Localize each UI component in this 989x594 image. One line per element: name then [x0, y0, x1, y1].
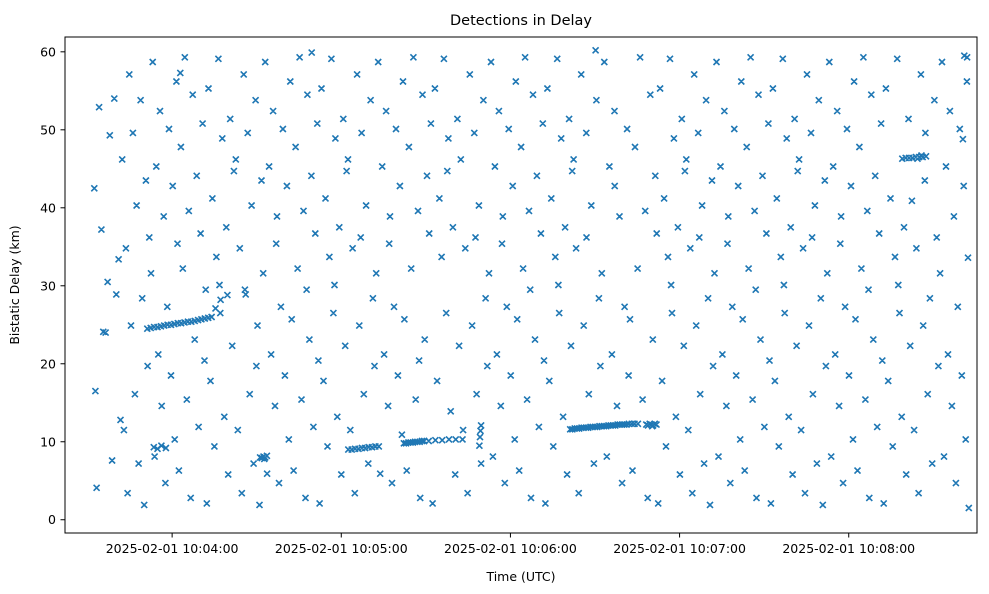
x-tick-label: 2025-02-01 10:06:00 — [444, 541, 577, 556]
y-axis-ticks: 0 10 20 30 40 50 60 — [40, 44, 65, 527]
x-axis-ticks: 2025-02-01 10:04:00 2025-02-01 10:05:00 20… — [106, 533, 915, 556]
x-tick-label: 2025-02-01 10:08:00 — [782, 541, 915, 556]
x-tick-label: 2025-02-01 10:05:00 — [275, 541, 408, 556]
plot-border — [64, 36, 978, 534]
x-axis-label: Time (UTC) — [485, 569, 555, 584]
scatter-markers — [90, 46, 973, 512]
data-point-markers — [90, 46, 973, 512]
y-tick-label: 40 — [40, 200, 56, 215]
y-tick-label: 0 — [48, 512, 56, 527]
x-tick-label: 2025-02-01 10:04:00 — [106, 541, 239, 556]
chart-title: Detections in Delay — [450, 13, 592, 29]
y-tick-label: 10 — [40, 434, 56, 449]
y-tick-label: 20 — [40, 356, 56, 371]
y-tick-label: 60 — [40, 44, 56, 59]
y-axis-label: Bistatic Delay (km) — [7, 225, 22, 344]
y-tick-label: 30 — [40, 278, 56, 293]
x-tick-label: 2025-02-01 10:07:00 — [613, 541, 746, 556]
y-tick-label: 50 — [40, 122, 56, 137]
